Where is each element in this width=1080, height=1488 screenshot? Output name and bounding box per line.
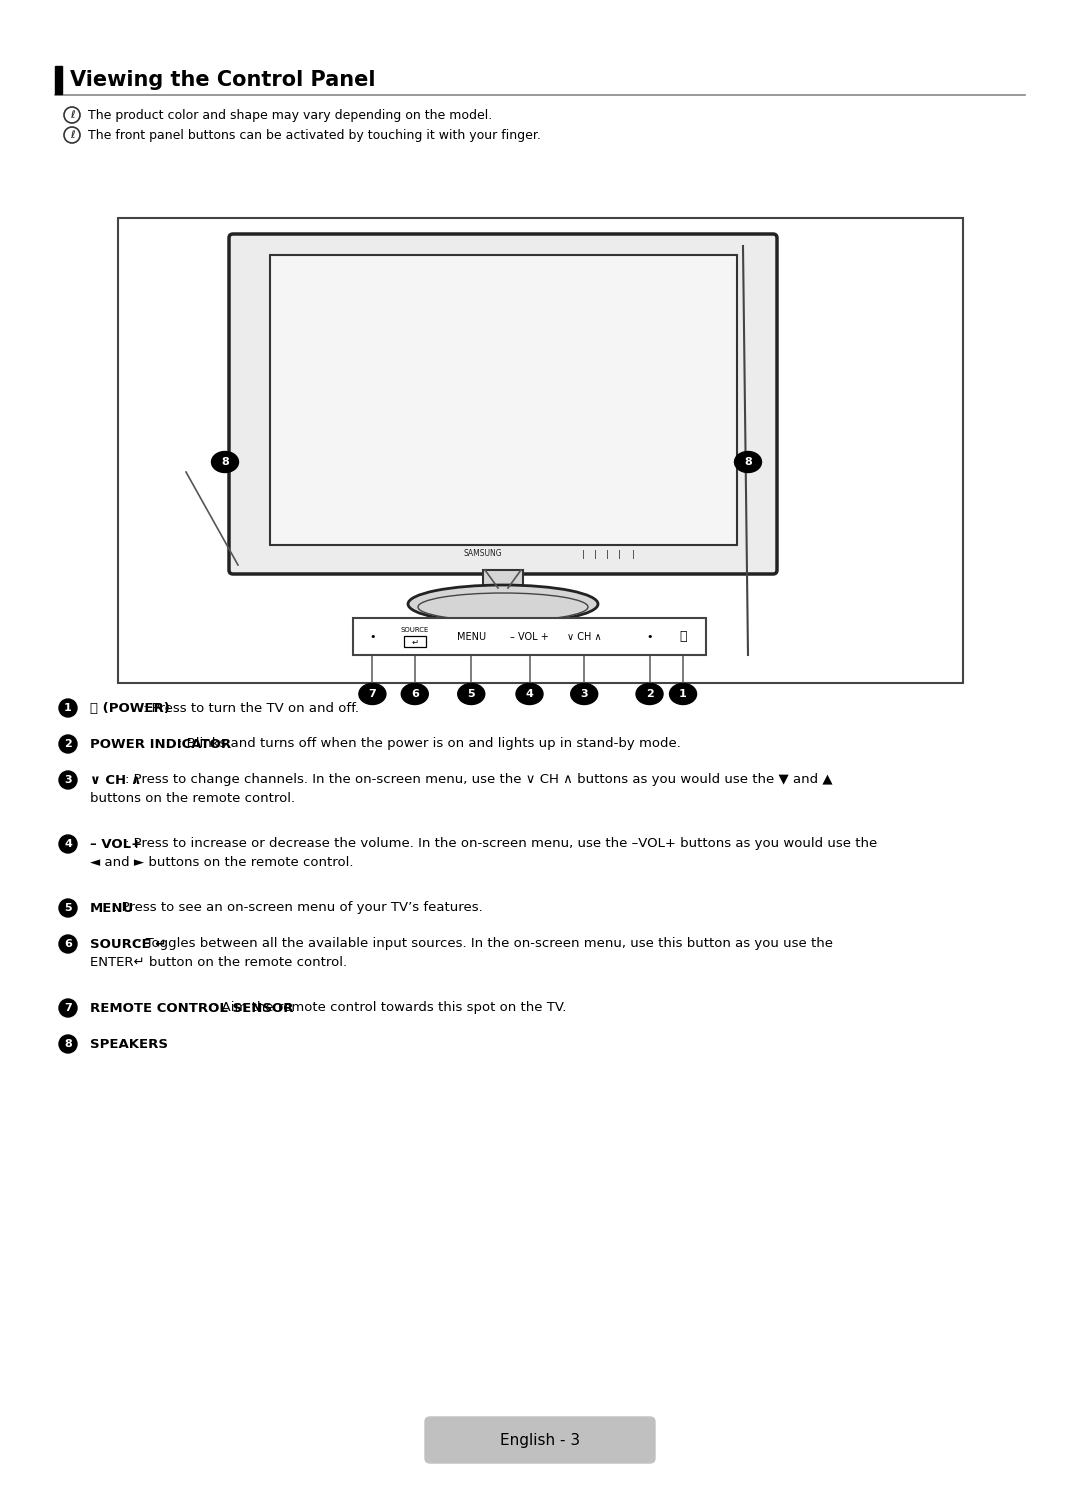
Ellipse shape (59, 771, 77, 789)
Ellipse shape (59, 899, 77, 917)
Ellipse shape (570, 683, 597, 704)
Text: •: • (369, 631, 376, 641)
Ellipse shape (458, 683, 485, 704)
Text: ◄ and ► buttons on the remote control.: ◄ and ► buttons on the remote control. (90, 856, 353, 869)
Text: 4: 4 (64, 839, 72, 850)
Text: : Aim the remote control towards this spot on the TV.: : Aim the remote control towards this sp… (213, 1001, 566, 1015)
Bar (353, 618, 706, 655)
Text: •: • (646, 631, 652, 641)
Text: 5: 5 (64, 903, 71, 914)
Text: The front panel buttons can be activated by touching it with your finger.: The front panel buttons can be activated… (87, 128, 541, 141)
Text: : Toggles between all the available input sources. In the on-screen menu, use th: : Toggles between all the available inpu… (137, 937, 833, 951)
FancyBboxPatch shape (426, 1417, 654, 1463)
Text: 1: 1 (64, 702, 72, 713)
Ellipse shape (516, 683, 543, 704)
Ellipse shape (408, 585, 598, 623)
Ellipse shape (212, 451, 239, 473)
Text: 3: 3 (64, 775, 71, 786)
Text: SAMSUNG: SAMSUNG (463, 549, 502, 558)
Text: 6: 6 (64, 939, 72, 949)
Text: buttons on the remote control.: buttons on the remote control. (90, 792, 295, 805)
Text: English - 3: English - 3 (500, 1433, 580, 1448)
Ellipse shape (59, 699, 77, 717)
Text: 8: 8 (64, 1039, 72, 1049)
Ellipse shape (59, 934, 77, 952)
FancyBboxPatch shape (229, 234, 777, 574)
Text: : Press to change channels. In the on-screen menu, use the ∨ CH ∧ buttons as you: : Press to change channels. In the on-sc… (125, 774, 833, 787)
Ellipse shape (402, 683, 429, 704)
Text: 5: 5 (468, 689, 475, 699)
Text: ⏻: ⏻ (679, 629, 687, 643)
Text: 2: 2 (646, 689, 653, 699)
Text: 1: 1 (679, 689, 687, 699)
Text: ∨ CH ∧: ∨ CH ∧ (90, 774, 141, 787)
Text: The product color and shape may vary depending on the model.: The product color and shape may vary dep… (87, 109, 492, 122)
Text: 4: 4 (526, 689, 534, 699)
Text: MENU: MENU (457, 631, 486, 641)
Text: : Press to see an on-screen menu of your TV’s features.: : Press to see an on-screen menu of your… (113, 902, 483, 915)
Bar (404, 635, 426, 646)
Ellipse shape (59, 998, 77, 1016)
Text: MENU: MENU (90, 902, 134, 915)
Text: 8: 8 (221, 457, 229, 467)
Text: 8: 8 (744, 457, 752, 467)
Text: SOURCE: SOURCE (401, 628, 429, 634)
Text: ℓ: ℓ (70, 110, 75, 121)
Text: 7: 7 (64, 1003, 72, 1013)
Text: ∨ CH ∧: ∨ CH ∧ (567, 631, 602, 641)
Text: – VOL+: – VOL+ (90, 838, 143, 851)
Text: : Press to turn the TV on and off.: : Press to turn the TV on and off. (143, 701, 359, 714)
Bar (55, 65, 62, 94)
Text: REMOTE CONTROL SENSOR: REMOTE CONTROL SENSOR (90, 1001, 294, 1015)
Text: SPEAKERS: SPEAKERS (90, 1037, 168, 1051)
Text: ℓ: ℓ (70, 129, 75, 140)
Ellipse shape (734, 451, 761, 473)
Bar (270, 254, 737, 545)
Text: – VOL +: – VOL + (510, 631, 549, 641)
Text: : Blinks and turns off when the power is on and lights up in stand-by mode.: : Blinks and turns off when the power is… (178, 738, 680, 750)
Text: ENTER↵ button on the remote control.: ENTER↵ button on the remote control. (90, 955, 347, 969)
Ellipse shape (636, 683, 663, 704)
Ellipse shape (59, 1036, 77, 1054)
Text: POWER INDICATOR: POWER INDICATOR (90, 738, 231, 750)
Text: ↵: ↵ (411, 638, 418, 647)
Bar (483, 570, 523, 591)
Bar (118, 219, 963, 683)
Text: : Press to increase or decrease the volume. In the on-screen menu, use the –VOL+: : Press to increase or decrease the volu… (125, 838, 877, 851)
Text: ⓘ (POWER): ⓘ (POWER) (90, 701, 170, 714)
Text: SOURCE ↵: SOURCE ↵ (90, 937, 166, 951)
Ellipse shape (59, 835, 77, 853)
Text: Viewing the Control Panel: Viewing the Control Panel (70, 70, 376, 89)
Text: 6: 6 (410, 689, 419, 699)
Ellipse shape (59, 735, 77, 753)
Text: 3: 3 (580, 689, 588, 699)
Ellipse shape (359, 683, 386, 704)
Text: 7: 7 (368, 689, 376, 699)
Ellipse shape (670, 683, 697, 704)
Text: 2: 2 (64, 740, 72, 748)
